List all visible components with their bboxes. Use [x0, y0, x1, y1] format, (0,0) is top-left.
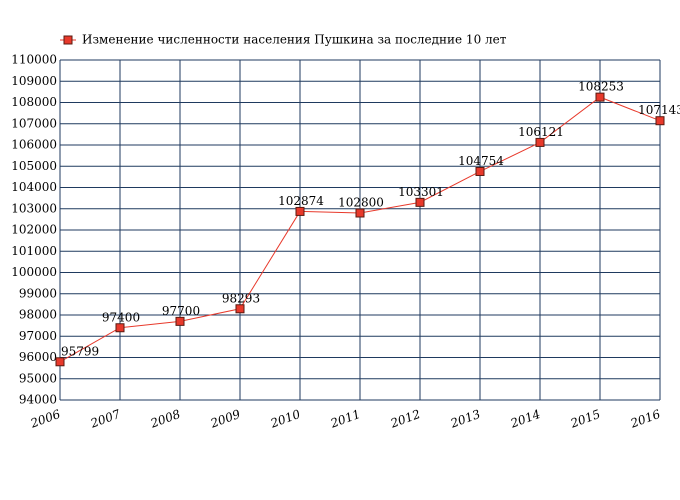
x-tick-label: 2015	[568, 407, 602, 431]
y-tick-label: 110000	[11, 53, 57, 67]
point	[115, 323, 125, 333]
point	[655, 116, 665, 126]
y-tick-label: 102000	[11, 223, 57, 237]
value-label: 95799	[61, 344, 99, 358]
y-tick-label: 100000	[11, 265, 57, 279]
value-label: 104754	[458, 154, 504, 168]
y-tick-label: 107000	[11, 116, 57, 130]
value-label: 102800	[338, 196, 384, 210]
x-tick-label: 2007	[88, 407, 123, 431]
x-tick-label: 2010	[268, 407, 303, 431]
y-tick-label: 105000	[11, 159, 57, 173]
value-label: 107143	[638, 103, 680, 117]
value-label: 103301	[398, 185, 444, 199]
value-label: 108253	[578, 80, 624, 94]
point	[55, 357, 65, 367]
value-label: 97400	[102, 310, 140, 324]
y-tick-label: 96000	[19, 350, 57, 364]
x-tick-label: 2016	[628, 407, 663, 431]
y-tick-label: 108000	[11, 95, 57, 109]
y-tick-label: 95000	[19, 371, 57, 385]
y-tick-label: 98000	[19, 308, 57, 322]
value-label: 106121	[518, 125, 564, 139]
y-tick-label: 103000	[11, 201, 57, 215]
y-tick-label: 101000	[11, 244, 57, 258]
point	[595, 92, 605, 102]
point	[355, 208, 365, 218]
value-label: 98293	[222, 291, 260, 305]
y-tick-label: 99000	[19, 286, 57, 300]
point	[475, 166, 485, 176]
x-tick-label: 2014	[508, 407, 542, 431]
legend-label: Изменение численности населения Пушкина …	[82, 33, 507, 47]
value-label: 102874	[278, 194, 324, 208]
x-tick-label: 2011	[328, 407, 362, 431]
legend-marker	[63, 35, 73, 45]
point	[175, 316, 185, 326]
point	[415, 197, 425, 207]
y-tick-label: 109000	[11, 74, 57, 88]
y-tick-label: 97000	[19, 329, 57, 343]
x-tick-label: 2008	[148, 407, 183, 431]
y-tick-label: 94000	[19, 393, 57, 407]
point	[295, 206, 305, 216]
x-tick-label: 2012	[388, 407, 422, 431]
value-label: 97700	[162, 304, 200, 318]
x-tick-label: 2009	[208, 407, 243, 431]
x-tick-label: 2013	[448, 407, 483, 431]
x-tick-label: 2006	[28, 407, 63, 431]
y-tick-label: 106000	[11, 138, 57, 152]
y-tick-label: 104000	[11, 180, 57, 194]
point	[535, 137, 545, 147]
point	[235, 304, 245, 314]
